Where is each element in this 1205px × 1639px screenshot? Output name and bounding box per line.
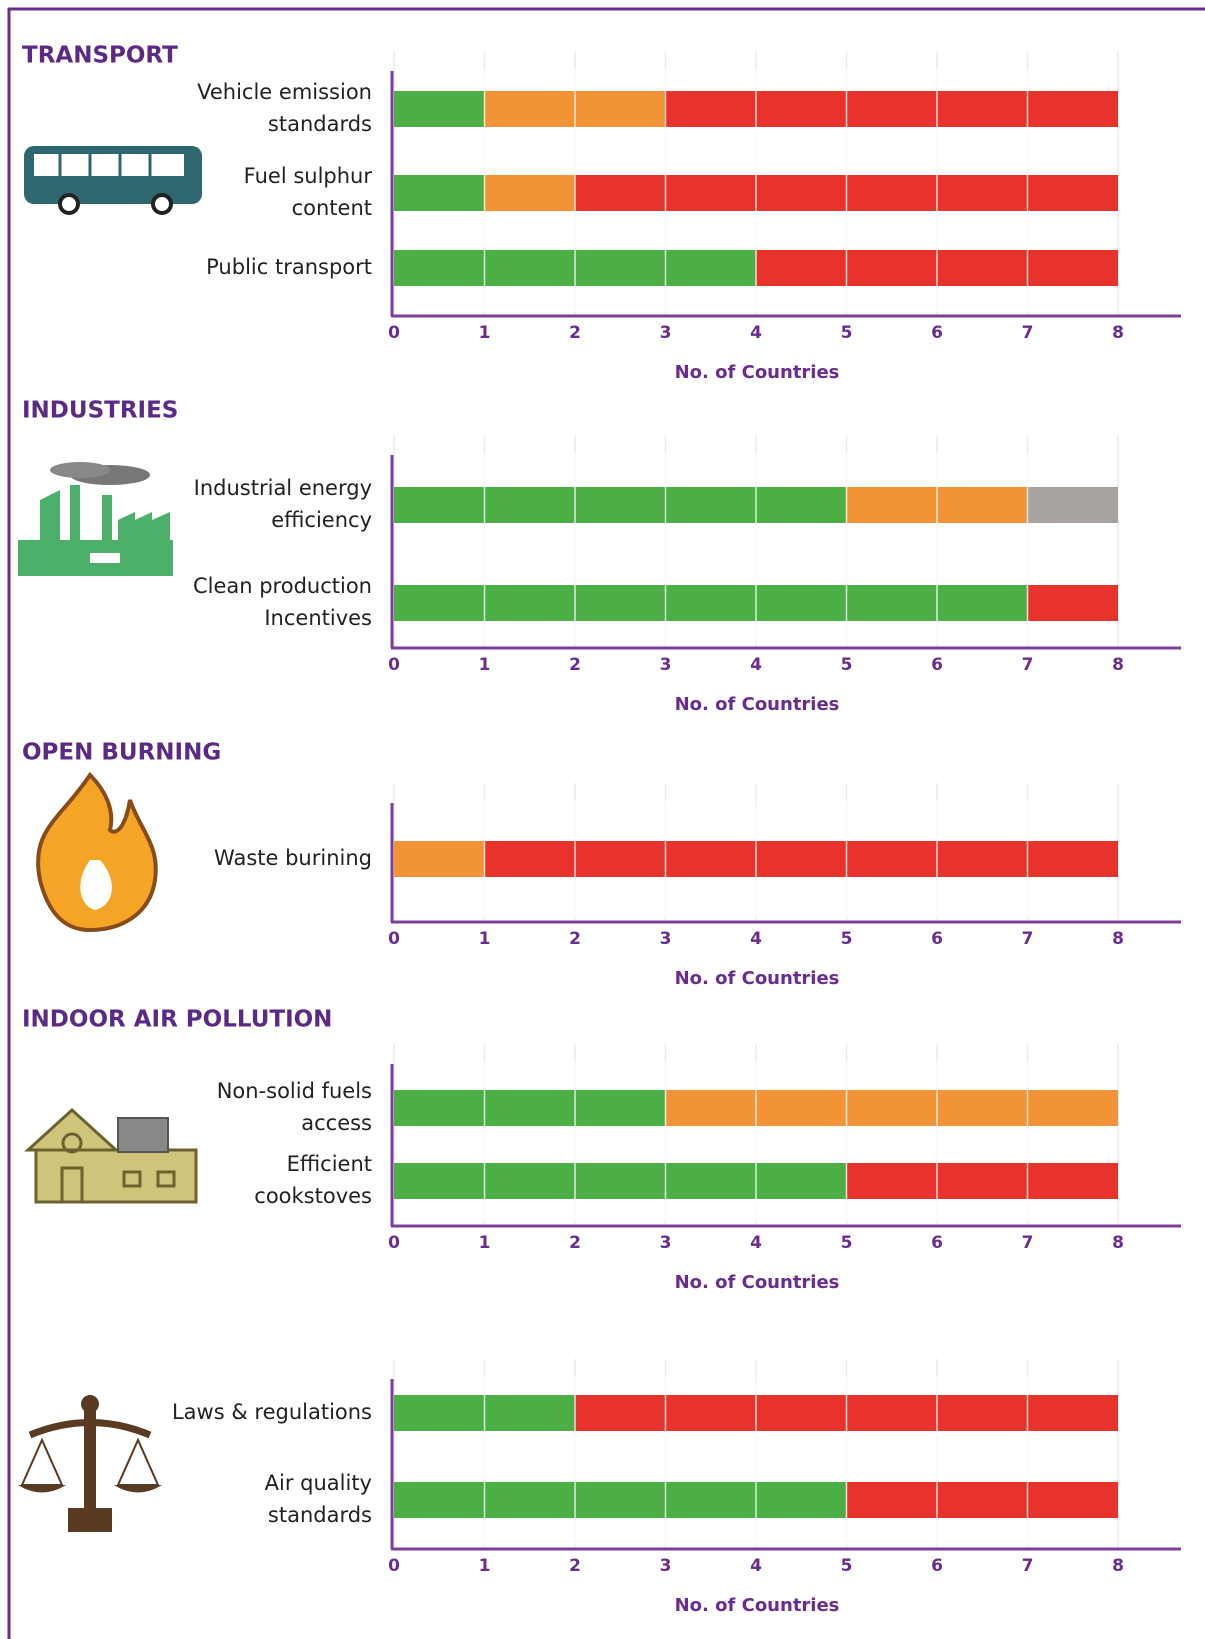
x-tick-label: 1 — [479, 1233, 491, 1253]
x-tick-label: 5 — [841, 655, 853, 675]
section-title: INDOOR AIR POLLUTION — [22, 1007, 332, 1033]
x-tick-label: 8 — [1112, 929, 1124, 949]
section-title: INDUSTRIES — [22, 398, 178, 424]
x-tick-label: 2 — [569, 655, 581, 675]
x-tick-label: 2 — [569, 1233, 581, 1253]
x-tick-label: 5 — [841, 323, 853, 343]
x-tick-label: 6 — [931, 1556, 943, 1576]
x-axis-label: No. of Countries — [675, 1595, 840, 1616]
x-tick-label: 4 — [750, 655, 762, 675]
bar-segment — [394, 841, 485, 877]
bar-segment — [394, 1163, 847, 1199]
x-axis-label: No. of Countries — [675, 362, 840, 383]
x-tick-label: 3 — [660, 655, 672, 675]
x-tick-label: 7 — [1022, 323, 1034, 343]
x-tick-label: 3 — [660, 1556, 672, 1576]
x-tick-label: 8 — [1112, 655, 1124, 675]
section-title: TRANSPORT — [22, 43, 178, 69]
bar-segment — [394, 175, 485, 211]
x-tick-label: 7 — [1022, 929, 1034, 949]
x-tick-label: 6 — [931, 655, 943, 675]
bar-segment — [485, 175, 576, 211]
x-tick-label: 0 — [388, 1556, 400, 1576]
x-tick-label: 5 — [841, 1556, 853, 1576]
category-label: Laws & regulations — [172, 1400, 372, 1424]
x-tick-label: 1 — [479, 929, 491, 949]
x-tick-label: 1 — [479, 655, 491, 675]
background — [0, 0, 1205, 1639]
bus-icon — [24, 146, 202, 213]
bar-segment — [666, 91, 1119, 127]
x-tick-label: 6 — [931, 1233, 943, 1253]
x-tick-label: 7 — [1022, 1556, 1034, 1576]
x-axis-label: No. of Countries — [675, 1272, 840, 1293]
x-tick-label: 2 — [569, 929, 581, 949]
x-tick-label: 2 — [569, 323, 581, 343]
x-tick-label: 6 — [931, 929, 943, 949]
x-tick-label: 4 — [750, 1556, 762, 1576]
x-tick-label: 3 — [660, 1233, 672, 1253]
x-tick-label: 8 — [1112, 323, 1124, 343]
bar-segment — [394, 1090, 666, 1126]
x-tick-label: 6 — [931, 323, 943, 343]
x-tick-label: 3 — [660, 929, 672, 949]
x-tick-label: 5 — [841, 929, 853, 949]
x-tick-label: 5 — [841, 1233, 853, 1253]
x-tick-label: 2 — [569, 1556, 581, 1576]
bar-segment — [485, 841, 1119, 877]
bar-segment — [394, 91, 485, 127]
category-label: Waste burining — [214, 846, 372, 870]
x-tick-label: 0 — [388, 655, 400, 675]
x-tick-label: 4 — [750, 929, 762, 949]
x-axis-label: No. of Countries — [675, 968, 840, 989]
x-tick-label: 0 — [388, 323, 400, 343]
bar-segment — [394, 585, 1028, 621]
x-tick-label: 7 — [1022, 1233, 1034, 1253]
x-tick-label: 4 — [750, 1233, 762, 1253]
x-tick-label: 7 — [1022, 655, 1034, 675]
x-tick-label: 8 — [1112, 1556, 1124, 1576]
x-tick-label: 3 — [660, 323, 672, 343]
bar-segment — [1028, 487, 1119, 523]
x-tick-label: 8 — [1112, 1233, 1124, 1253]
category-label: Public transport — [206, 255, 372, 279]
x-tick-label: 0 — [388, 1233, 400, 1253]
bar-segment — [847, 1163, 1119, 1199]
bar-segment — [847, 1482, 1119, 1518]
bar-segment — [666, 1090, 1119, 1126]
bar-segment — [1028, 585, 1119, 621]
x-tick-label: 1 — [479, 323, 491, 343]
x-tick-label: 1 — [479, 1556, 491, 1576]
x-tick-label: 0 — [388, 929, 400, 949]
bar-segment — [394, 487, 847, 523]
x-axis-label: No. of Countries — [675, 694, 840, 715]
x-tick-label: 4 — [750, 323, 762, 343]
section-title: OPEN BURNING — [22, 740, 221, 766]
infographic: TRANSPORTVehicle emissionstandardsFuel s… — [0, 0, 1205, 1639]
bar-segment — [394, 1482, 847, 1518]
